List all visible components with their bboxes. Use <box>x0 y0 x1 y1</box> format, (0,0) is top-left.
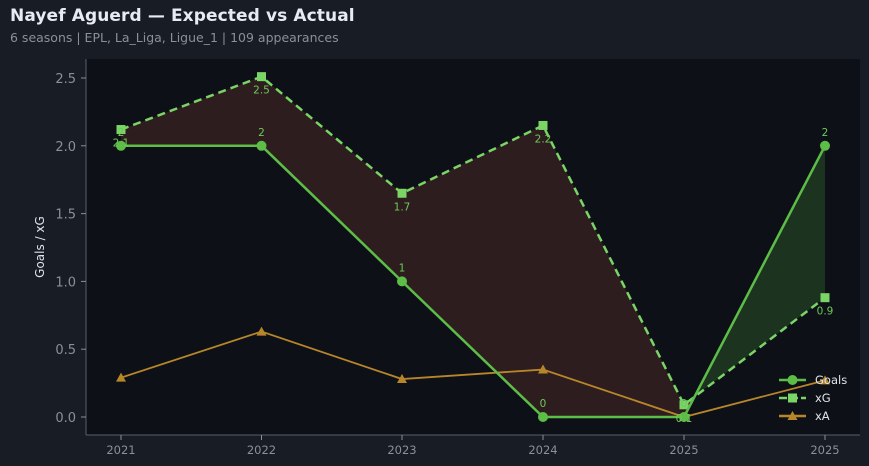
svg-text:2025: 2025 <box>810 443 839 457</box>
svg-text:2.5: 2.5 <box>253 85 270 97</box>
svg-text:0.1: 0.1 <box>676 413 693 425</box>
svg-text:2: 2 <box>822 127 829 139</box>
svg-text:1: 1 <box>399 262 406 274</box>
svg-text:1.7: 1.7 <box>394 201 411 213</box>
data-series <box>116 72 830 422</box>
svg-text:2: 2 <box>118 127 125 139</box>
chart-title: Nayef Aguerd — Expected vs Actual <box>10 6 355 26</box>
svg-text:0.5: 0.5 <box>55 343 76 358</box>
chart-subtitle: 6 seasons | EPL, La_Liga, Ligue_1 | 109 … <box>10 30 339 45</box>
svg-text:0.9: 0.9 <box>817 306 834 318</box>
y-ticks: 0.0 0.5 1.0 1.5 2.0 2.5 <box>55 72 86 426</box>
performance-fill-areas <box>121 76 825 418</box>
data-labels: 2 210 022.12.51.72.20.10.9 <box>113 85 834 425</box>
svg-text:2.1: 2.1 <box>113 138 130 150</box>
svg-text:0: 0 <box>540 398 547 410</box>
svg-text:0: 0 <box>681 398 688 410</box>
svg-text:2.5: 2.5 <box>55 72 76 87</box>
svg-text:xG: xG <box>815 391 831 405</box>
svg-text:2022: 2022 <box>247 443 276 457</box>
svg-text:2024: 2024 <box>528 443 557 457</box>
svg-text:0.0: 0.0 <box>55 411 76 426</box>
svg-text:2: 2 <box>258 127 265 139</box>
svg-text:2021: 2021 <box>106 443 135 457</box>
svg-text:Goals: Goals <box>815 373 847 387</box>
y-axis-label: Goals / xG <box>33 216 47 278</box>
svg-text:2.0: 2.0 <box>55 140 76 155</box>
svg-text:2025: 2025 <box>669 443 698 457</box>
svg-text:2023: 2023 <box>387 443 416 457</box>
legend: Goals xG xA <box>779 373 847 423</box>
x-ticks: 2021 2022 2023 2024 2025 2025 <box>106 435 840 457</box>
svg-text:1.0: 1.0 <box>55 275 76 290</box>
svg-text:xA: xA <box>815 409 830 423</box>
svg-text:1.5: 1.5 <box>55 208 76 223</box>
svg-text:2.2: 2.2 <box>535 133 552 145</box>
